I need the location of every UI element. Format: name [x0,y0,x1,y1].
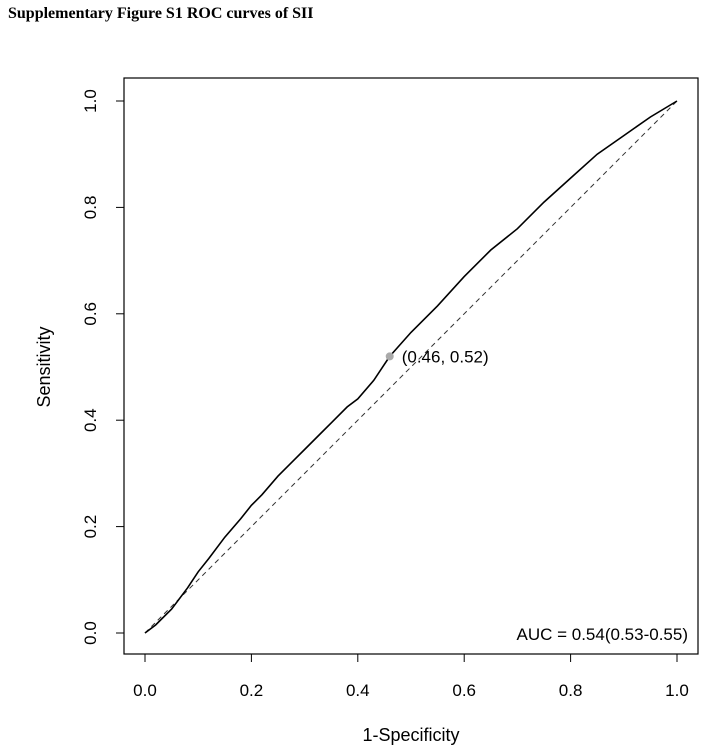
y-tick-label: 0.2 [81,515,100,539]
x-tick-label: 1.0 [665,681,689,700]
y-tick-label: 0.6 [81,302,100,326]
optimal-cutoff-label: (0.46, 0.52) [402,347,489,366]
y-tick-label: 0.4 [81,408,100,432]
figure-title: Supplementary Figure S1 ROC curves of SI… [8,5,314,22]
y-tick-label: 0.8 [81,196,100,220]
roc-curve-line [144,100,678,634]
x-tick-label: 0.6 [452,681,476,700]
y-axis: 0.0 0.2 0.4 0.6 0.8 1.0 [81,89,125,645]
reference-diagonal-line [144,100,678,634]
y-tick-label: 1.0 [81,89,100,113]
y-axis-title: Sensitivity [34,326,54,407]
optimal-cutoff-point [385,352,394,361]
auc-annotation: AUC = 0.54(0.53-0.55) [516,625,688,644]
x-tick-label: 0.8 [559,681,583,700]
x-axis: 0.0 0.2 0.4 0.6 0.8 1.0 [133,653,689,700]
x-tick-label: 0.0 [133,681,157,700]
x-axis-title: 1-Specificity [362,725,459,745]
x-tick-label: 0.2 [240,681,264,700]
y-tick-label: 0.0 [81,621,100,645]
x-tick-label: 0.4 [346,681,370,700]
